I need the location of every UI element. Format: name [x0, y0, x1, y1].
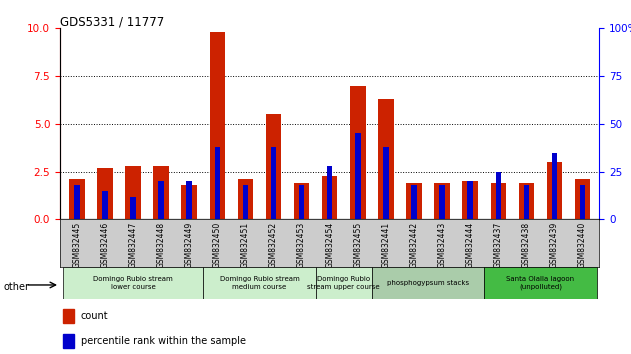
Bar [187, 181, 192, 219]
Text: GSM832443: GSM832443 [437, 222, 447, 268]
Text: GSM832445: GSM832445 [73, 222, 81, 268]
Text: GSM832452: GSM832452 [269, 222, 278, 268]
Text: Santa Olalla lagoon
(unpolluted): Santa Olalla lagoon (unpolluted) [507, 276, 574, 290]
Bar [551, 153, 557, 219]
Text: Domingo Rubio
stream upper course: Domingo Rubio stream upper course [307, 276, 380, 290]
Bar [158, 181, 164, 219]
Text: GDS5331 / 11777: GDS5331 / 11777 [60, 15, 164, 28]
Bar [153, 166, 169, 219]
Text: GSM832455: GSM832455 [353, 222, 362, 268]
Bar [266, 114, 281, 219]
Bar [411, 185, 416, 219]
Bar [62, 267, 203, 299]
Text: GSM832448: GSM832448 [156, 222, 165, 268]
Bar [299, 185, 304, 219]
Bar [463, 181, 478, 219]
Bar [575, 179, 591, 219]
Bar [468, 181, 473, 219]
Bar [102, 191, 108, 219]
Bar [209, 32, 225, 219]
Text: GSM832440: GSM832440 [578, 222, 587, 268]
Bar [547, 162, 562, 219]
Bar [350, 86, 365, 219]
Bar [294, 183, 309, 219]
Text: GSM832437: GSM832437 [494, 222, 503, 268]
Bar [439, 185, 445, 219]
Text: GSM832439: GSM832439 [550, 222, 559, 268]
Text: Domingo Rubio stream
medium course: Domingo Rubio stream medium course [220, 276, 299, 290]
Text: Domingo Rubio stream
lower course: Domingo Rubio stream lower course [93, 276, 173, 290]
Bar [316, 267, 372, 299]
Bar [519, 183, 534, 219]
Text: GSM832446: GSM832446 [100, 222, 109, 268]
Text: GSM832453: GSM832453 [297, 222, 306, 268]
Text: phosphogypsum stacks: phosphogypsum stacks [387, 280, 469, 286]
Bar [580, 185, 586, 219]
Text: GSM832442: GSM832442 [410, 222, 418, 268]
Bar [327, 166, 333, 219]
Bar [378, 99, 394, 219]
Bar [238, 179, 253, 219]
Text: percentile rank within the sample: percentile rank within the sample [81, 336, 245, 346]
Bar [406, 183, 422, 219]
Text: GSM832444: GSM832444 [466, 222, 475, 268]
Text: GSM832441: GSM832441 [381, 222, 391, 268]
Bar [215, 147, 220, 219]
Bar [182, 185, 197, 219]
Text: GSM832451: GSM832451 [241, 222, 250, 268]
Text: count: count [81, 311, 109, 321]
Bar [203, 267, 316, 299]
Bar [74, 185, 80, 219]
Text: GSM832449: GSM832449 [185, 222, 194, 268]
Bar [63, 309, 74, 323]
Bar [63, 334, 74, 348]
Text: GSM832447: GSM832447 [129, 222, 138, 268]
Bar [243, 185, 248, 219]
Bar [126, 166, 141, 219]
Bar [434, 183, 450, 219]
Bar [271, 147, 276, 219]
Bar [322, 176, 338, 219]
Bar [97, 168, 112, 219]
Bar [490, 183, 506, 219]
Bar [130, 196, 136, 219]
Text: GSM832438: GSM832438 [522, 222, 531, 268]
Bar [495, 172, 501, 219]
Bar [355, 133, 360, 219]
Bar [69, 179, 85, 219]
Bar [383, 147, 389, 219]
Bar [524, 185, 529, 219]
Text: GSM832454: GSM832454 [325, 222, 334, 268]
Bar [484, 267, 597, 299]
Bar [372, 267, 484, 299]
Text: other: other [3, 282, 29, 292]
Text: GSM832450: GSM832450 [213, 222, 222, 268]
